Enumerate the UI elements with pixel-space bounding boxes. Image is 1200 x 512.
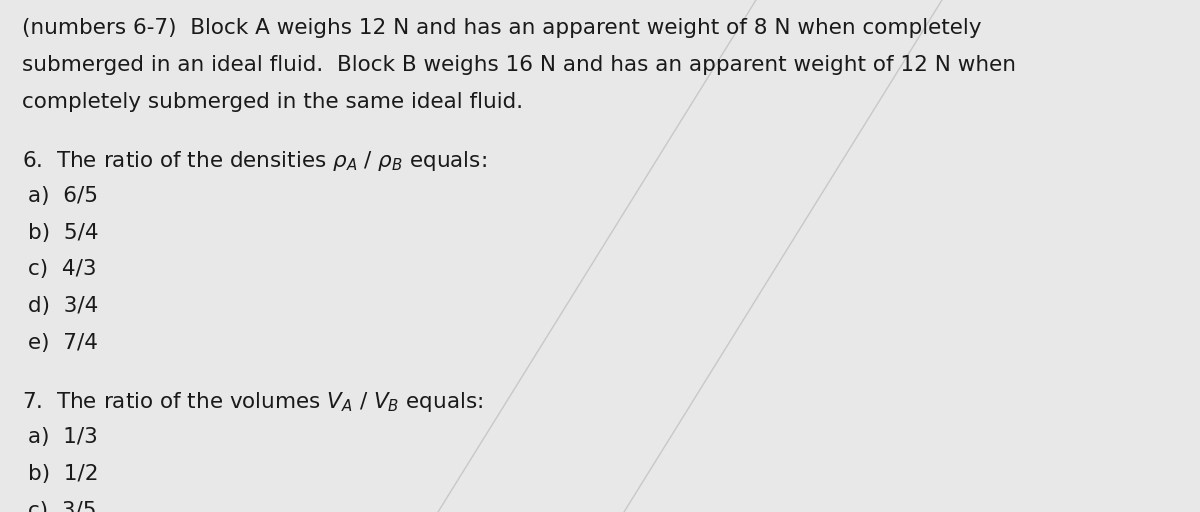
Text: a)  1/3: a) 1/3 [28, 427, 97, 447]
Text: submerged in an ideal fluid.  Block B weighs 16 N and has an apparent weight of : submerged in an ideal fluid. Block B wei… [22, 55, 1015, 75]
Text: b)  1/2: b) 1/2 [28, 464, 98, 484]
Text: 7.  The ratio of the volumes $V_A$ / $V_B$ equals:: 7. The ratio of the volumes $V_A$ / $V_B… [22, 390, 482, 414]
Text: (numbers 6-7)  Block A weighs 12 N and has an apparent weight of 8 N when comple: (numbers 6-7) Block A weighs 12 N and ha… [22, 18, 982, 38]
Text: c)  3/5: c) 3/5 [28, 501, 96, 512]
Text: b)  5/4: b) 5/4 [28, 223, 98, 243]
Text: c)  4/3: c) 4/3 [28, 260, 96, 280]
Text: 6.  The ratio of the densities $\rho_A$ / $\rho_B$ equals:: 6. The ratio of the densities $\rho_A$ /… [22, 149, 486, 173]
Text: completely submerged in the same ideal fluid.: completely submerged in the same ideal f… [22, 92, 523, 112]
Text: d)  3/4: d) 3/4 [28, 296, 98, 316]
Text: e)  7/4: e) 7/4 [28, 333, 97, 353]
Text: a)  6/5: a) 6/5 [28, 186, 97, 206]
